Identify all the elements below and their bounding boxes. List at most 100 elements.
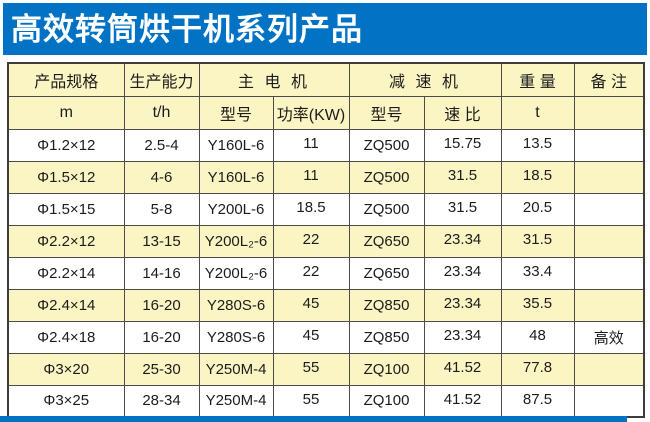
table-cell: 13.5 [500, 128, 575, 162]
table-cell: 2.5-4 [123, 128, 200, 162]
table-cell: 14-16 [123, 256, 200, 290]
spec-table: 产品规格 生产能力 主 电 机 减 速 机 重 量 备 注 m t/h 型号 功… [7, 62, 645, 418]
table-cell: Φ2.2×14 [7, 256, 125, 290]
table-cell: 22 [272, 224, 350, 258]
table-cell [573, 224, 645, 258]
table-row: Φ3×25 28-34 Y250M-4 55 ZQ100 41.52 87.5 [7, 384, 645, 418]
table-cell: 22 [272, 256, 350, 290]
table-cell: 55 [272, 384, 350, 418]
table-cell: 16-20 [123, 320, 200, 354]
table-cell: 31.5 [423, 192, 502, 226]
table-cell: 4-6 [123, 160, 200, 194]
table-cell: Φ2.2×12 [7, 224, 125, 258]
table-cell: Φ2.4×18 [7, 320, 125, 354]
table-cell: 16-20 [123, 288, 200, 322]
table-cell [573, 128, 645, 162]
table-cell: 48 [500, 320, 575, 354]
table-cell: ZQ850 [348, 288, 425, 322]
col-subheader-remark-blank [573, 95, 645, 130]
table-cell [573, 192, 645, 226]
table-cell: Φ3×25 [7, 384, 125, 418]
table-cell: 25-30 [123, 352, 200, 386]
bottom-accent-strip [0, 416, 627, 422]
table-cell: 45 [272, 288, 350, 322]
col-subheader-spec-unit: m [7, 95, 125, 130]
table-cell: 28-34 [123, 384, 200, 418]
table-cell: 18.5 [272, 192, 350, 226]
table-cell: ZQ100 [348, 384, 425, 418]
table-cell: 23.34 [423, 224, 502, 258]
table-header: 产品规格 生产能力 主 电 机 减 速 机 重 量 备 注 m t/h 型号 功… [7, 62, 645, 130]
table-cell: 23.34 [423, 288, 502, 322]
col-subheader-reducer-ratio: 速 比 [423, 95, 502, 130]
col-header-motor: 主 电 机 [198, 62, 350, 97]
table-cell: Y160L-6 [198, 160, 274, 194]
table-cell: 31.5 [423, 160, 502, 194]
table-cell: 11 [272, 160, 350, 194]
table-cell: Φ1.5×12 [7, 160, 125, 194]
table-cell: 23.34 [423, 256, 502, 290]
col-subheader-weight-unit: t [500, 95, 575, 130]
table-cell [573, 384, 645, 418]
table-cell: Y250M-4 [198, 384, 274, 418]
col-header-weight: 重 量 [500, 62, 575, 97]
header-row-units: m t/h 型号 功率(KW) 型号 速 比 t [7, 95, 645, 130]
table-cell: 15.75 [423, 128, 502, 162]
header-row-groups: 产品规格 生产能力 主 电 机 减 速 机 重 量 备 注 [7, 62, 645, 97]
table-cell: 41.52 [423, 352, 502, 386]
col-header-spec: 产品规格 [7, 62, 125, 97]
table-row: Φ2.2×14 14-16 Y200L₂-6 22 ZQ650 23.34 33.4 [7, 256, 645, 290]
table-cell: Y280S-6 [198, 320, 274, 354]
table-cell: 13-15 [123, 224, 200, 258]
col-subheader-reducer-model: 型号 [348, 95, 425, 130]
table-row: Φ2.4×14 16-20 Y280S-6 45 ZQ850 23.34 35.5 [7, 288, 645, 322]
table-cell [573, 256, 645, 290]
table-cell: ZQ500 [348, 128, 425, 162]
table-cell: 35.5 [500, 288, 575, 322]
table-cell: Y200L₂-6 [198, 256, 274, 290]
table-row: Φ2.2×12 13-15 Y200L₂-6 22 ZQ650 23.34 31.5 [7, 224, 645, 258]
col-header-remark: 备 注 [573, 62, 645, 97]
table-row: Φ1.5×12 4-6 Y160L-6 11 ZQ500 31.5 18.5 [7, 160, 645, 194]
col-header-capacity: 生产能力 [123, 62, 200, 97]
col-subheader-capacity-unit: t/h [123, 95, 200, 130]
table-cell: 高效 [573, 320, 645, 354]
table-cell: ZQ850 [348, 320, 425, 354]
table-cell: 23.34 [423, 320, 502, 354]
table-cell: Y200L-6 [198, 192, 274, 226]
col-subheader-motor-power: 功率(KW) [272, 95, 350, 130]
table-cell: 18.5 [500, 160, 575, 194]
page-title: 高效转筒烘干机系列产品 [11, 11, 363, 47]
table-cell: 31.5 [500, 224, 575, 258]
table-cell: 11 [272, 128, 350, 162]
table-cell: Y250M-4 [198, 352, 274, 386]
table-cell [573, 160, 645, 194]
table-cell: ZQ650 [348, 224, 425, 258]
table-cell: Y280S-6 [198, 288, 274, 322]
col-header-reducer: 减 速 机 [348, 62, 502, 97]
table-row: Φ2.4×18 16-20 Y280S-6 45 ZQ850 23.34 48 高效 [7, 320, 645, 354]
table-cell: Φ1.5×15 [7, 192, 125, 226]
table-row: Φ1.2×12 2.5-4 Y160L-6 11 ZQ500 15.75 13.5 [7, 128, 645, 162]
table-cell: 41.52 [423, 384, 502, 418]
title-banner: 高效转筒烘干机系列产品 [3, 3, 647, 55]
table-cell: 20.5 [500, 192, 575, 226]
table-cell: ZQ500 [348, 160, 425, 194]
table-cell: Y160L-6 [198, 128, 274, 162]
table-row: Φ1.5×15 5-8 Y200L-6 18.5 ZQ500 31.5 20.5 [7, 192, 645, 226]
table-cell: 45 [272, 320, 350, 354]
table-cell: ZQ650 [348, 256, 425, 290]
table-cell: 87.5 [500, 384, 575, 418]
table-cell: Φ3×20 [7, 352, 125, 386]
table-cell: Φ2.4×14 [7, 288, 125, 322]
table-cell: 77.8 [500, 352, 575, 386]
table-cell [573, 352, 645, 386]
table-cell: Y200L₂-6 [198, 224, 274, 258]
col-subheader-motor-model: 型号 [198, 95, 274, 130]
table-cell: Φ1.2×12 [7, 128, 125, 162]
table-cell: 5-8 [123, 192, 200, 226]
table-cell: 33.4 [500, 256, 575, 290]
table-cell: ZQ100 [348, 352, 425, 386]
table-cell: ZQ500 [348, 192, 425, 226]
